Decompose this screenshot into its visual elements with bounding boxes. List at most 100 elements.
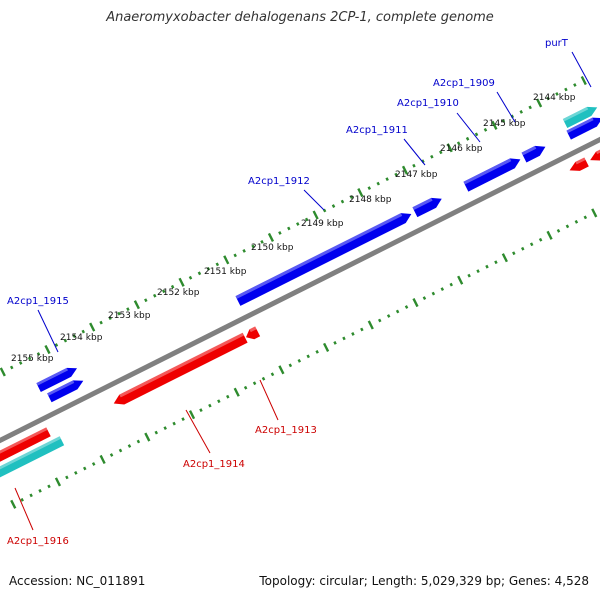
scale-label-kbp: 2146 kbp [440,144,483,154]
forward-scale-tick [72,334,77,338]
forward-scale-tick [394,172,398,177]
gene-arrow-a2cp1-1913-shape [246,326,261,340]
gene-arrow-a2cp1-1911 [412,197,442,218]
scale-label-kbp: 2155 kbp [11,354,54,364]
forward-scale-tick [251,244,255,249]
forward-scale-tick [81,329,85,334]
reverse-scale-tick [199,408,203,413]
gene-arrow-a2cp1-1914 [113,332,248,405]
gene-leader-line [303,189,325,211]
reverse-scale-tick [278,365,285,375]
reverse-scale-tick [144,432,151,442]
gene-leader-line [259,379,279,421]
reverse-scale-tick [47,484,51,489]
forward-scale-tick [528,105,532,110]
forward-scale-tick [9,365,14,370]
forward-scale-tick [44,344,51,355]
forward-scale-tick [89,322,96,332]
forward-scale-tick [501,118,506,123]
gene-arrow-a2cp1-1915-upper-highlight [36,367,68,386]
gene-arrow-a2cp1-1909 [521,145,546,163]
reverse-scale-tick [181,417,185,422]
forward-scale-tick [536,98,543,108]
scale-label-kbp: 2148 kbp [349,195,392,205]
forward-scale-tick [242,249,246,253]
gene-label: A2cp1_1910 [397,98,459,109]
gene-arrow-a2cp1-1910 [463,158,521,192]
reverse-scale-tick [412,297,419,308]
gene-arrow-a2cp1-1912-shape [235,213,412,306]
gene-arrow-a2cp1-1910-highlight [463,158,512,185]
forward-scale-tick [0,367,6,377]
gene-label: A2cp1_1916 [7,536,69,547]
forward-scale-tick [465,136,470,141]
reverse-scale-tick [422,296,427,300]
reverse-scale-tick [591,208,598,218]
forward-scale-tick [385,177,389,182]
gene-arrow-a2cp1-1909-shape [521,145,546,163]
forward-scale-tick [233,253,237,258]
reverse-scale-tick [485,264,489,269]
reverse-scale-tick [333,341,337,345]
gene-arrow-reverse-right-1 [569,157,589,171]
forward-scale-tick [546,96,550,101]
forward-scale-tick [260,240,264,244]
forward-scale-tick [144,298,148,303]
forward-scale-tick [483,127,488,132]
reverse-scale-tick [529,242,534,247]
reverse-scale-tick [20,497,24,502]
forward-scale-tick [133,300,140,310]
reverse-scale-tick [583,215,588,220]
gene-arrow-a2cp1-1916-highlight [0,436,61,476]
gene-arrow-a2cp1-1909-highlight [521,145,537,156]
forward-scale-tick [367,186,372,191]
reverse-scale-tick [467,273,471,278]
forward-scale-tick [555,92,559,96]
scale-label-kbp: 2153 kbp [108,311,151,321]
forward-scale-tick [430,154,434,159]
forward-scale-tick [278,231,282,235]
scale-label-kbp: 2151 kbp [204,267,247,277]
forward-scale-tick [580,75,587,86]
topology-summary: Topology: circular; Length: 5,029,329 bp… [259,574,589,588]
gene-arrow-reverse-right-1-shape [569,157,589,171]
reverse-scale-tick [494,260,498,265]
reverse-scale-tick [565,224,570,229]
scale-label-kbp: 2149 kbp [301,219,344,229]
gene-leader-line [496,91,516,123]
reverse-scale-tick [252,381,257,386]
forward-scale-tick [401,165,409,175]
reverse-scale-tick [521,246,525,251]
reverse-scale-tick [476,269,480,274]
reverse-scale-tick [226,394,230,399]
scale-label-kbp: 2145 kbp [483,119,526,129]
reverse-scale-tick [65,475,69,480]
reverse-scale-tick [91,462,96,466]
reverse-scale-tick [377,318,382,323]
reverse-scale-tick [306,354,310,359]
gene-label: A2cp1_1912 [248,176,310,187]
reverse-scale-tick [270,372,275,377]
forward-scale-tick [63,338,68,343]
scale-label-kbp: 2144 kbp [533,93,576,103]
reverse-scale-tick [208,403,212,408]
gene-arrow-purt-cds-highlight [566,117,594,134]
forward-scale-tick [267,232,275,243]
reverse-scale-tick [109,453,114,457]
forward-scale-tick [304,217,309,222]
forward-scale-tick [491,120,498,130]
gene-arrow-a2cp1-1910-shape [463,158,521,192]
gene-arrow-a2cp1-1915-lower-shape [47,380,84,403]
accession-text: Accession: NC_011891 [9,574,146,588]
reverse-scale-tick [386,314,391,318]
forward-scale-tick [349,195,354,199]
forward-scale-tick [474,132,479,137]
forward-scale-tick [439,150,443,155]
forward-scale-tick [312,210,319,220]
forward-scale-tick [188,275,193,280]
reverse-scale-tick [367,320,374,330]
gene-arrow-purt [562,106,598,128]
gene-arrow-reverse-right-2-highlight [595,146,600,155]
reverse-scale-tick [38,488,42,493]
